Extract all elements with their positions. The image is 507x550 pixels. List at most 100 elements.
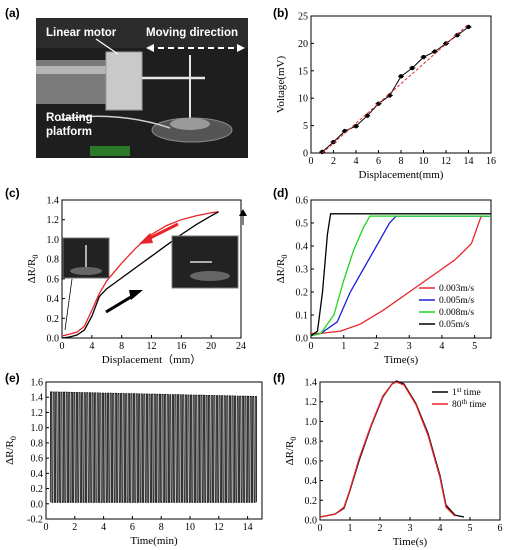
chart-b-data-point [421,54,426,60]
chart-c-y-tick-label: 1.0 [47,235,60,246]
chart-b-data-point [353,123,359,129]
chart-c-x-tick-label: 8 [119,341,124,352]
chart-d-x-tick-label: 4 [439,341,444,352]
chart-f-series-line-0 [319,380,465,518]
panel-b-label: (b) [273,6,288,20]
chart-e-y-tick-label: 1.6 [31,378,44,389]
chart-e-x-tick-label: 2 [72,522,77,533]
chart-b-x-tick-label: 16 [486,156,496,167]
chart-d-y-tick-label: 0.1 [296,311,309,322]
chart-f-x-tick-label: 2 [378,523,383,534]
chart-b-x-tick-label: 4 [354,156,359,167]
chart-b-data-point [387,93,392,98]
chart-f-x-tick-label: 6 [498,523,503,534]
inset-photos [62,209,247,331]
chart-c-x-tick-label: 4 [89,341,94,352]
chart-d-y-tick-label: 0.3 [296,265,309,276]
photo-circuit-board [90,146,130,156]
chart-c-x-tick-label: 0 [60,341,65,352]
chart-b-y-tick-label: 5 [303,121,308,132]
chart-c-x-tick-label: 20 [206,341,216,352]
linear-motor-rail-highlight [36,66,126,74]
chart-d-y-tick-label: 0.5 [296,219,309,230]
chart-b-y-tick-label: 10 [298,94,308,105]
chart-c-x-tick-label: 24 [236,341,246,352]
chart-d-x-tick-label: 0 [309,341,314,352]
chart-f-series-line-1 [319,381,456,518]
chart-d-x-tick-label: 1 [341,341,346,352]
chart-b-x-tick-label: 10 [419,156,429,167]
chart-c: 0 4 8 12 16 20 24 0.0 0.2 0.4 0.6 0.8 1.0 1.2 1.4 Displ… [26,196,246,367]
chart-e-series-line [49,391,258,503]
chart-d-y-tick-label: 0.2 [296,288,309,299]
label-linear-motor: Linear motor [46,27,117,39]
chart-b-x-tick-label: 0 [309,156,314,167]
chart-e-x-tick-label: 4 [101,522,106,533]
linear-motor-pointer [95,38,119,55]
chart-b-y-tick-label: 15 [298,66,308,77]
rotating-platform-hub [170,118,210,130]
chart-f-legend-label: 1st time [452,386,481,398]
chart-c-series-line-1 [61,211,219,339]
chart-c-y-axis-label: ΔR/R0 [26,255,40,284]
chart-e-x-tick-label: 12 [214,522,224,533]
chart-c-y-tick-label: 0.2 [47,314,60,325]
inset-left-pointer [64,278,73,331]
panel-a: (a) Linear motor Moving direction Rotati… [5,6,248,158]
chart-f-y-tick-label: 0.6 [305,456,318,467]
chart-b-data-point [365,113,370,118]
chart-d-x-tick-label: 2 [374,341,379,352]
panel-e-label: (e) [5,371,20,385]
direction-arrows [105,222,179,314]
chart-e: 0 2 4 6 8 10 12 14 -0.2 0.0 0.2 0.4 0.6 0.8 1.0 1.2 1.4 1… [4,378,263,547]
chart-f-y-tick-label: 1.0 [305,417,318,428]
chart-b-frame [310,15,492,154]
chart-b-x-tick-label: 2 [331,156,336,167]
chart-e-y-tick-label: 0.2 [31,484,44,495]
panel-d-label: (d) [273,186,288,200]
chart-b-x-tick-label: 12 [441,156,451,167]
loading-arrow-shaft [145,222,179,242]
chart-e-x-axis-label: Time(min) [130,535,178,547]
chart-f-x-tick-label: 3 [408,523,413,534]
chart-b-data-point [320,149,325,155]
chart-e-y-tick-label: 0.0 [31,499,44,510]
chart-e-y-tick-label: 0.8 [31,438,44,449]
panel-e: (e) 0 2 4 6 8 10 12 14 -0.2 0.0 0.2 0.4 0.6 0.8 1.0 1.2… [4,371,263,547]
chart-d-y-axis-label: ΔR/R0 [275,255,289,284]
chart-b-data-point [410,65,415,71]
chart-e-x-tick-label: 0 [44,522,49,533]
loading-arrow-head-icon [139,233,153,244]
chart-d-y-tick-label: 0.6 [296,196,309,207]
chart-c-y-tick-label: 1.2 [47,215,60,226]
pointer-arrow-up-icon [239,209,247,216]
chart-c-x-tick-label: 16 [176,341,186,352]
motor-slider-block [105,51,143,111]
chart-b-y-tick-label: 20 [298,39,308,50]
arrow-head-right-icon [237,44,245,52]
chart-e-x-tick-label: 10 [185,522,195,533]
panel-d: (d) 0 1 2 3 4 5 0.0 0.1 0.2 0.3 0.4 0.5 0.6 Time(s) ΔR… [273,186,492,366]
chart-c-y-tick-label: 0.8 [47,255,60,266]
inset-right-platform [190,271,230,281]
chart-b-data-point [455,32,460,38]
chart-f-y-tick-label: 1.2 [305,397,318,408]
panel-c-label: (c) [5,186,20,200]
chart-d-legend-label: 0.005m/s [439,296,474,306]
chart-f-x-tick-label: 4 [438,523,443,534]
chart-e-y-tick-label: 0.6 [31,454,44,465]
chart-e-y-axis-label: ΔR/R0 [4,436,18,465]
panel-a-label: (a) [5,6,20,20]
chart-d-x-tick-label: 5 [472,341,477,352]
photo-upper-wall [36,18,248,48]
chart-b-fit-line [321,23,469,154]
chart-d-series-line-0 [311,215,491,335]
chart-b: 0 2 4 6 8 10 12 14 16 0 5 10 15 20 25 Displacement(mm) V… [275,12,496,182]
chart-b-x-tick-label: 8 [399,156,404,167]
panel-f-label: (f) [273,371,285,385]
label-rotating-1: Rotating [46,112,93,124]
panel-c: (c) 0 4 8 12 16 20 24 0.0 0.2 0.4 0.6 0.8 1.0 1.2 1.4 D… [5,186,247,366]
chart-c-y-tick-label: 0.4 [47,294,60,305]
photo-cable [59,115,171,129]
